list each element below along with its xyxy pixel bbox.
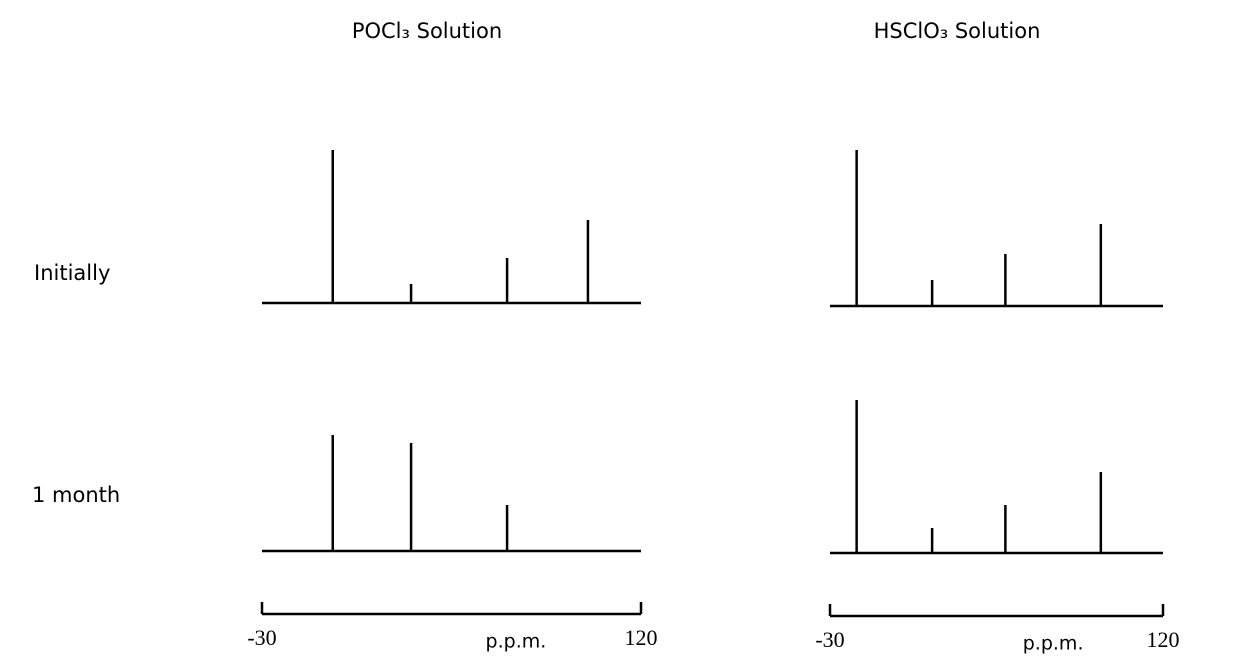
column-title: HSClO₃ Solution <box>874 19 1041 43</box>
row-label: Initially <box>34 261 110 285</box>
column-title: POCl₃ Solution <box>352 19 502 43</box>
x-axis-label: p.p.m. <box>1023 633 1084 655</box>
x-tick-label: -30 <box>815 627 844 652</box>
row-label: 1 month <box>32 483 120 507</box>
x-tick-label: 120 <box>1147 627 1180 652</box>
x-axis-label: p.p.m. <box>486 631 547 653</box>
x-tick-label: -30 <box>247 625 276 650</box>
x-tick-label: 120 <box>625 625 658 650</box>
